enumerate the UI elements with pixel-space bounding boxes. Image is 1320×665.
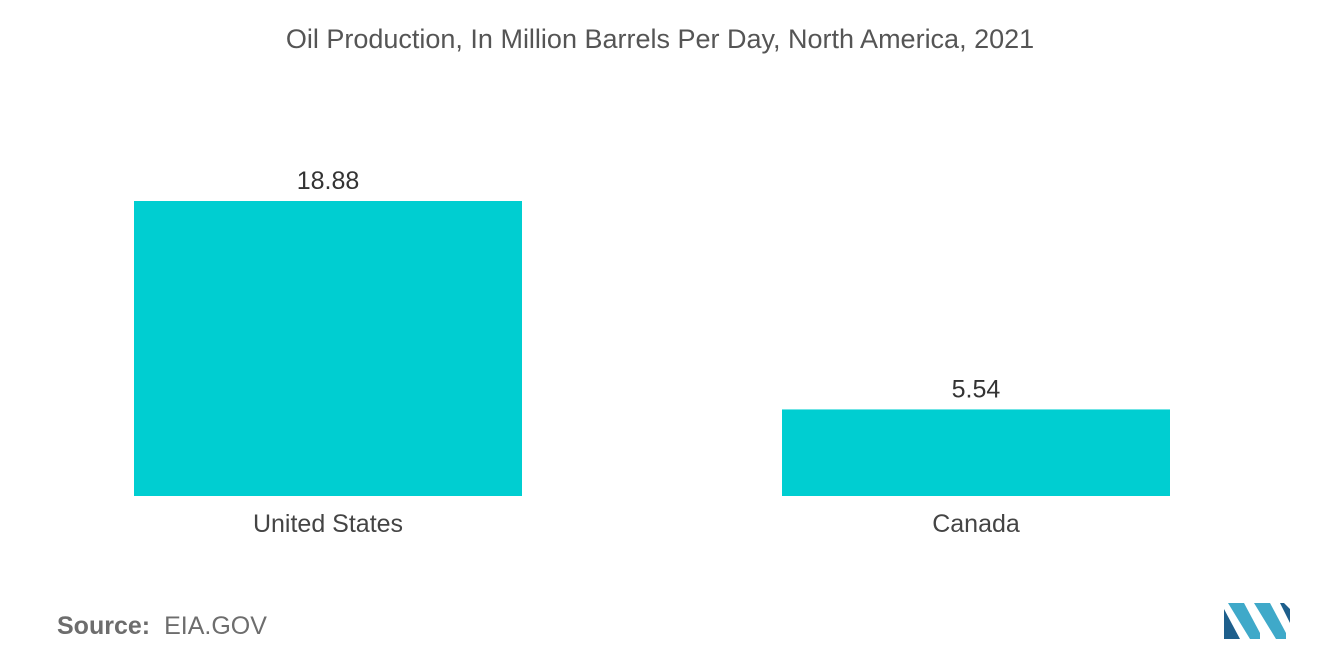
- source-line: Source: EIA.GOV: [57, 612, 267, 641]
- logo-shape-left: [1224, 609, 1240, 639]
- chart-title: Oil Production, In Million Barrels Per D…: [285, 24, 1035, 54]
- source-label: Source:: [57, 612, 151, 640]
- bar-united-states: [134, 201, 522, 496]
- logo-shape-mid-right: [1254, 603, 1286, 639]
- data-label: 5.54: [952, 375, 1001, 403]
- logo-shape-mid-left: [1228, 603, 1260, 639]
- x-tick-label: United States: [253, 510, 403, 538]
- source-value: EIA.GOV: [164, 612, 267, 640]
- data-label: 18.88: [297, 167, 360, 195]
- x-tick-label: Canada: [932, 510, 1020, 538]
- bar-canada: [782, 409, 1170, 496]
- mordor-intelligence-logo-icon: [1224, 603, 1290, 639]
- logo-shape-right: [1280, 603, 1290, 639]
